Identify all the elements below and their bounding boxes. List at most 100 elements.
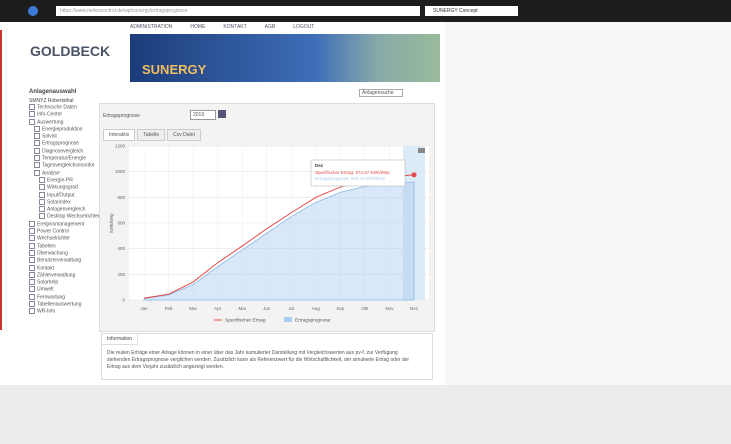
sidebar-icon [39,213,45,219]
info-text: Die realen Erträge einer Anlage können i… [107,350,417,371]
nav-link[interactable]: LOGOUT [293,24,314,30]
y-axis-label: kWh/kWp [109,213,114,233]
sidebar-label: Tabellenauswertung [37,301,81,307]
sidebar-item[interactable]: Energie-PR [29,177,100,184]
sidebar-icon [39,184,45,190]
sidebar-item[interactable]: Solarindex [29,199,100,206]
sidebar-icon [29,308,35,314]
hover-point [412,172,417,177]
sidebar-label: Info-Center [37,112,62,118]
sidebar-label: Wirkungsgrad [47,185,78,191]
info-box: Information Die realen Erträge einer Anl… [101,333,433,380]
legend-label: Spezifischer Ertrag [225,318,266,324]
sidebar-item[interactable]: Solarhelp [29,279,100,286]
address-bar[interactable]: https://www.meteocontrol.de/wp/sunergy/e… [56,6,420,16]
sidebar-icon [29,104,35,110]
tab[interactable]: SUNERGY Concept [425,6,518,16]
sidebar-label: Ertragsprognose [42,141,79,147]
sidebar-label: Technische Daten [37,104,77,110]
sidebar-label: Ereignismanagement [37,221,84,227]
year-select[interactable]: 2019 [190,110,216,120]
edge-strip [0,30,2,330]
sidebar-item[interactable]: Input/Output [29,192,100,199]
sidebar-item[interactable]: Anlagenvergleich [29,206,100,213]
page-footer-area [0,385,731,444]
sidebar-icon [34,162,40,168]
y-tick-label: 400 [117,246,125,251]
sidebar-item[interactable]: WR-Info [29,308,100,315]
sidebar-icon [29,235,35,241]
sidebar-icon [29,228,35,234]
sidebar-icon [29,250,35,256]
sidebar-item[interactable]: Benutzerverwaltung [29,257,100,264]
tooltip-line: Ertragsprognose: 919,42 kWh/kWp [315,176,386,181]
nav-link[interactable]: ADMINISTRATION [130,24,172,30]
y-tick-label: 1000 [115,169,126,174]
sidebar-item[interactable]: Zählerverwaltung [29,272,100,279]
sidebar-icon [29,301,35,307]
x-tick-label: Okt [361,306,369,311]
sidebar-label: Tabellen [37,243,56,249]
menu-icon [418,148,425,153]
sidebar-item[interactable]: Diagnosevergleich [29,148,100,155]
sidebar-label: Energieproduktion [42,126,83,132]
toolbar-label: Ertragsprognose [103,113,140,119]
sidebar-item[interactable]: Fernwartung [29,294,100,301]
back-button[interactable] [28,6,38,16]
sidebar-label: Zählerverwaltung [37,272,75,278]
sidebar-icon [39,177,45,183]
sidebar-item[interactable]: Temperatur/Energie [29,155,100,162]
x-tick-label: Apr [214,306,222,311]
page-margin [445,22,731,385]
sidebar-title: Anlagenauswahl [29,89,76,95]
search[interactable]: Anlagensuche [359,89,403,97]
sidebar-label: Diagnosevergleich [42,148,83,154]
y-tick-label: 800 [117,195,125,200]
x-tick-label: Aug [312,306,321,311]
sidebar-label: WR-Info [37,309,55,315]
sidebar-label: Wechselrichter [37,236,70,242]
sidebar-item[interactable]: Ereignismanagement [29,221,100,228]
y-tick-label: 0 [122,298,125,303]
sidebar-item[interactable]: Info-Center [29,111,100,118]
sidebar-item[interactable]: Ertragsprognose [29,140,100,147]
sidebar-item[interactable]: Analyse [29,170,100,177]
sidebar-item[interactable]: Auswertung [29,119,100,126]
sidebar-item[interactable]: Solvist [29,133,100,140]
sidebar-item[interactable]: Tagesvergleichsmonitor [29,162,100,169]
nav: ADMINISTRATION HOME KONTAKT AGB LOGOUT [130,24,314,30]
sidebar-item[interactable]: Wirkungsgrad [29,184,100,191]
sidebar-label: Power Control [37,228,69,234]
sidebar-label: Analyse [42,170,60,176]
sidebar-label: Auswertung [37,119,63,125]
sidebar-item[interactable]: Umwelt [29,286,100,293]
sidebar-item[interactable]: Überwachung [29,250,100,257]
browser-bar: https://www.meteocontrol.de/wp/sunergy/e… [0,0,731,22]
sidebar-item[interactable]: Desktop Wechselrichter [29,213,100,220]
logo: GOLDBECK [30,42,118,60]
sidebar-icon [34,155,40,161]
sidebar-item[interactable]: Technische Daten [29,104,100,111]
sidebar-item[interactable]: Tabellenauswertung [29,301,100,308]
sidebar-icon [34,133,40,139]
go-button[interactable] [218,110,226,118]
x-tick-label: Feb [165,306,173,311]
nav-link[interactable]: HOME [190,24,205,30]
x-tick-label: Jun [263,306,271,311]
sidebar-icon [34,126,40,132]
nav-link[interactable]: AGB [265,24,276,30]
sidebar-label: Solarindex [47,199,71,205]
sidebar-icon [29,272,35,278]
sidebar-item[interactable]: Energieproduktion [29,126,100,133]
legend-swatch [284,317,292,322]
x-tick-label: Mar [189,306,197,311]
x-tick-label: Dez [410,306,419,311]
nav-link[interactable]: KONTAKT [223,24,246,30]
y-tick-label: 600 [117,221,125,226]
sidebar-label: Solarhelp [37,279,58,285]
sidebar-item[interactable]: Power Control [29,228,100,235]
sidebar-item[interactable]: Wechselrichter [29,235,100,242]
sidebar-label: Umwelt [37,287,54,293]
sidebar-item[interactable]: Tabellen [29,243,100,250]
sidebar-item[interactable]: Kontakt [29,265,100,272]
